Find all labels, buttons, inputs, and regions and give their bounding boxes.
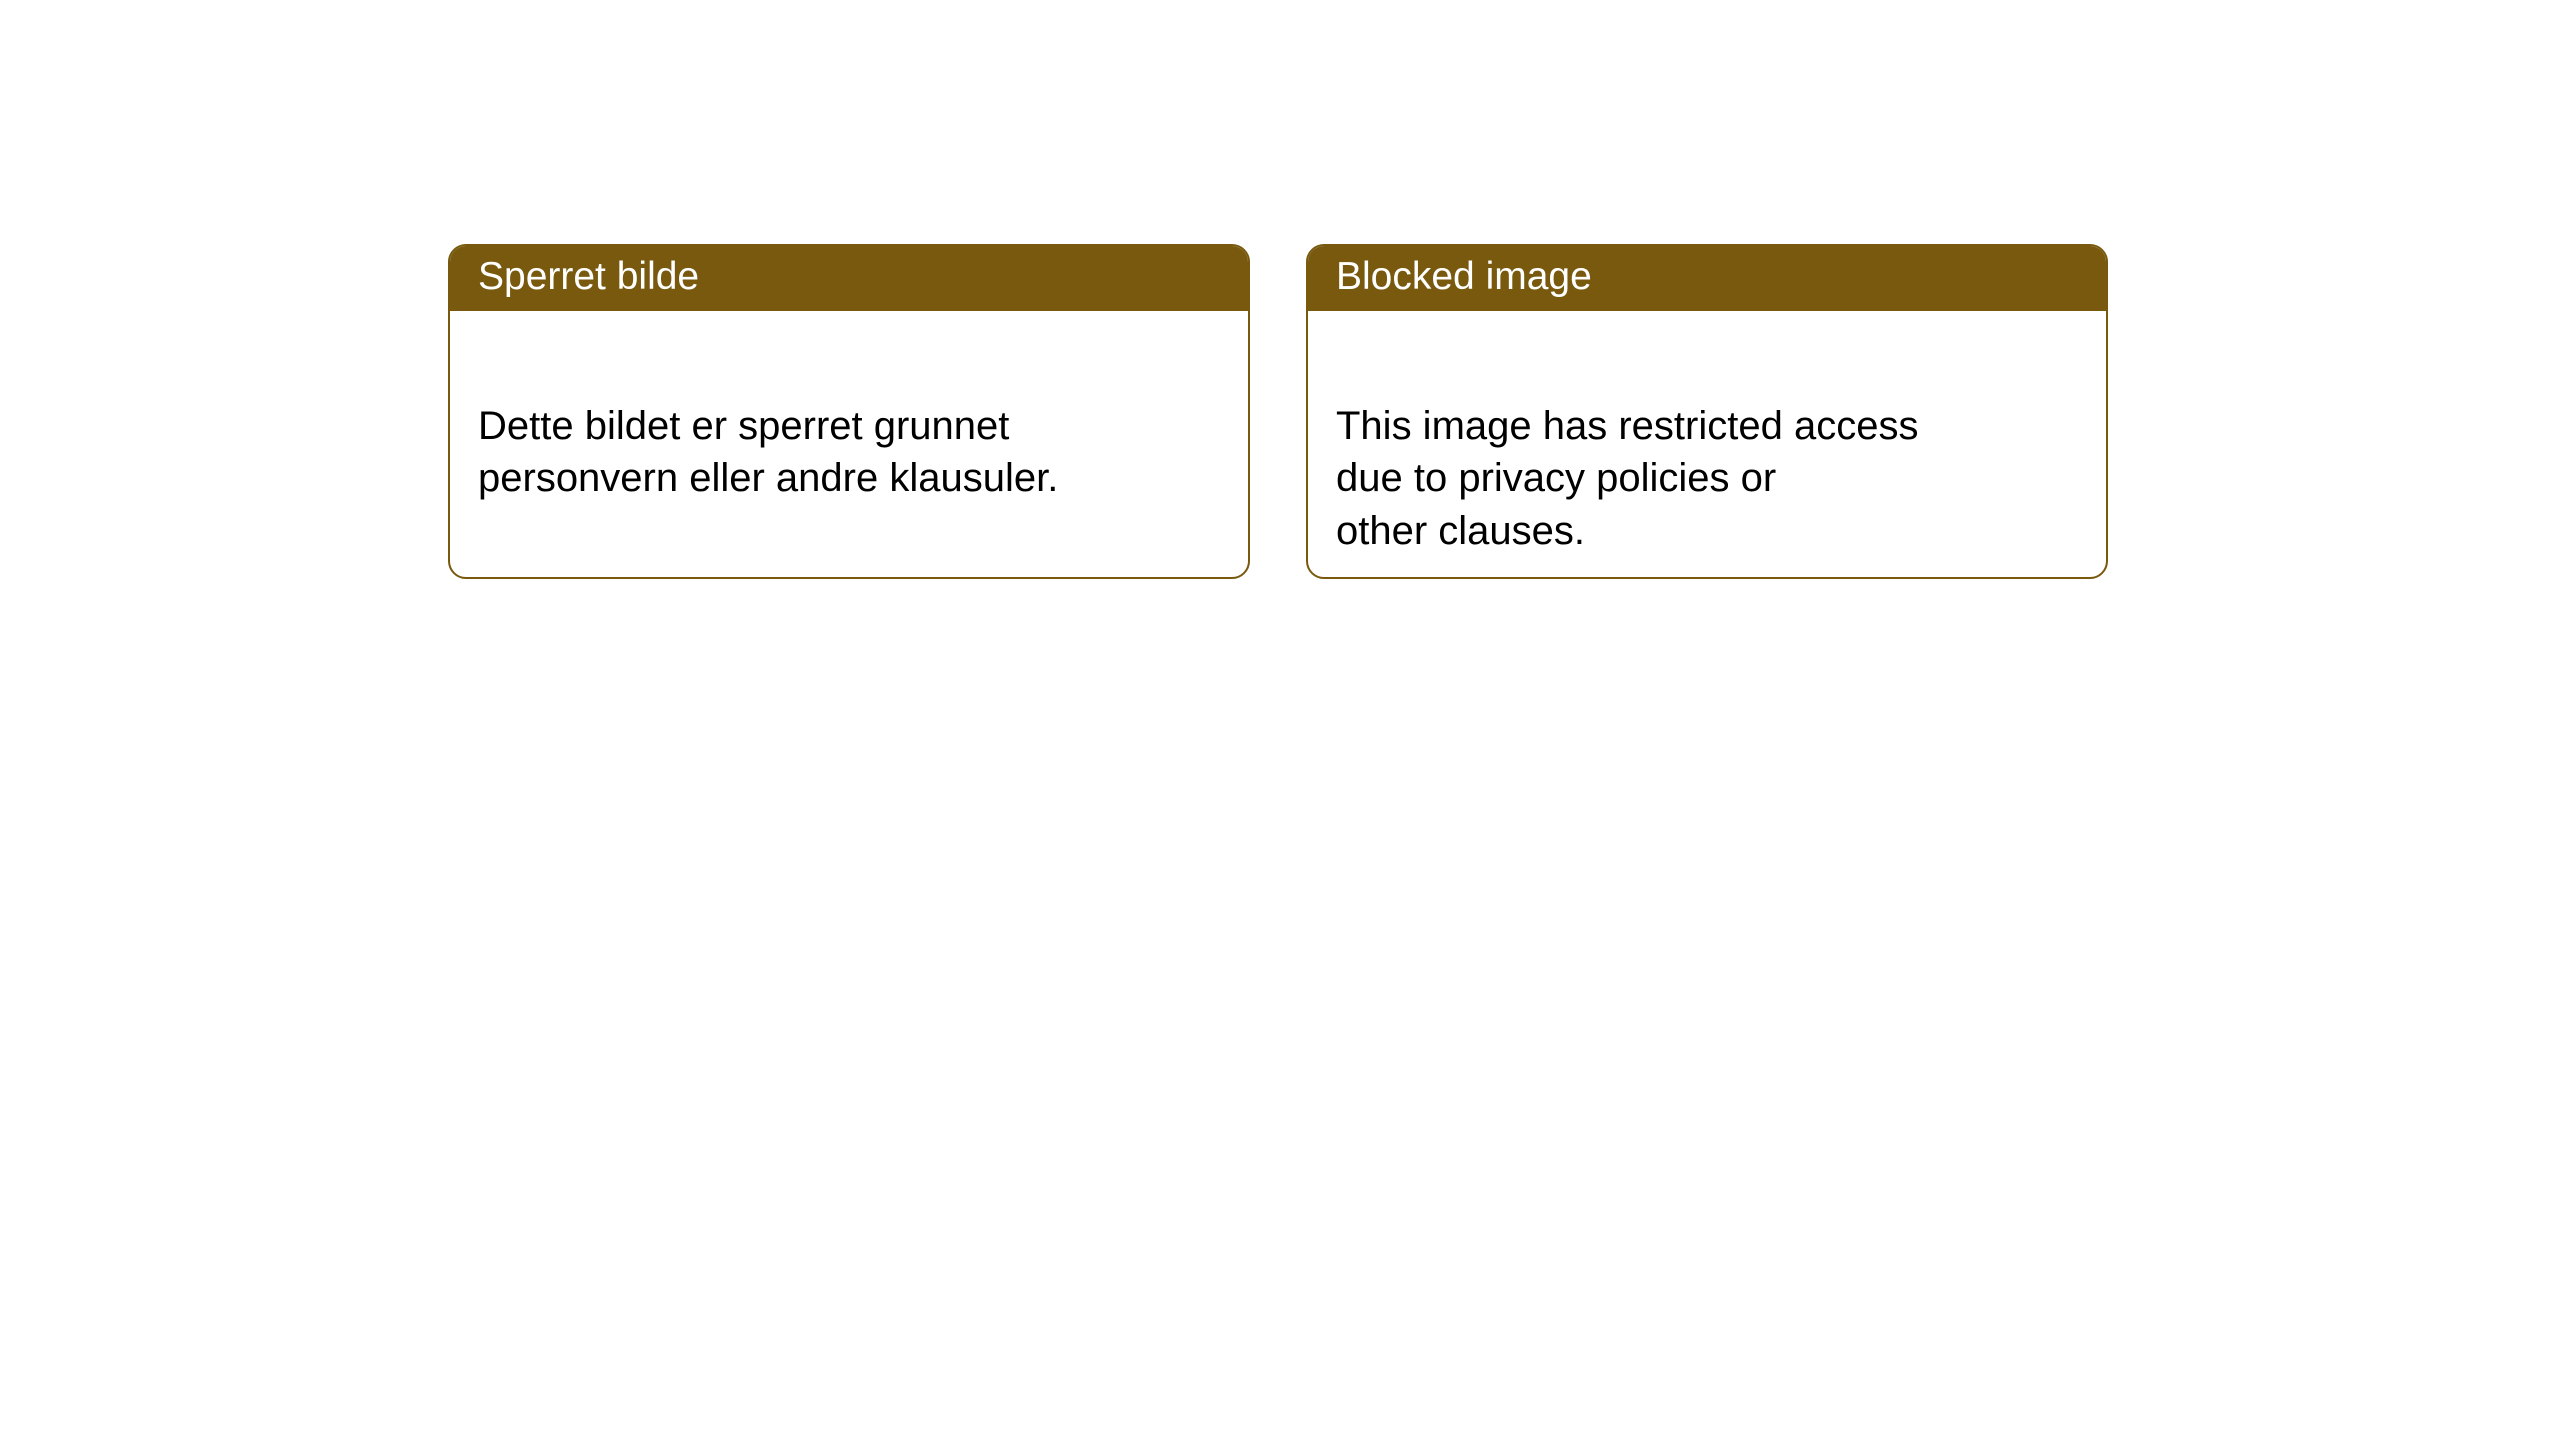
card-body-en: This image has restricted access due to … [1308, 311, 2106, 579]
blocked-image-card-en: Blocked image This image has restricted … [1306, 244, 2108, 579]
card-title-en: Blocked image [1336, 255, 1592, 298]
card-body-no: Dette bildet er sperret grunnet personve… [450, 311, 1248, 541]
card-header-en: Blocked image [1308, 246, 2106, 311]
blocked-image-card-no: Sperret bilde Dette bildet er sperret gr… [448, 244, 1250, 579]
notice-cards-container: Sperret bilde Dette bildet er sperret gr… [0, 0, 2560, 579]
card-body-text-no: Dette bildet er sperret grunnet personve… [478, 404, 1058, 501]
card-title-no: Sperret bilde [478, 255, 699, 298]
card-header-no: Sperret bilde [450, 246, 1248, 311]
card-body-text-en: This image has restricted access due to … [1336, 404, 1918, 554]
